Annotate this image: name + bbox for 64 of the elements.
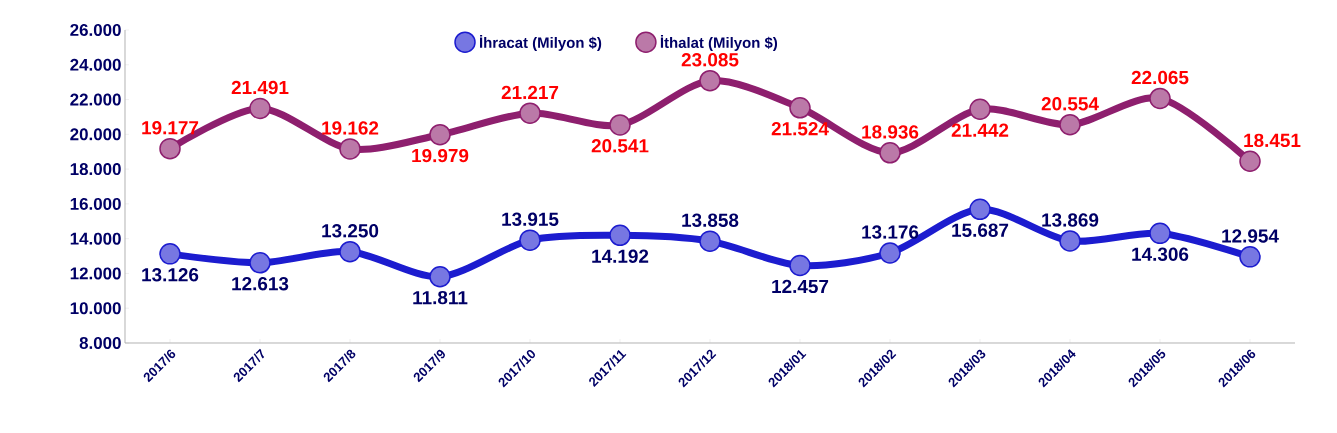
point bbox=[249, 97, 271, 120]
data-label: 19.177 bbox=[142, 121, 199, 135]
point bbox=[789, 254, 811, 277]
legend-label: İhracat (Milyon $) bbox=[480, 35, 602, 51]
point bbox=[1059, 230, 1081, 252]
point bbox=[519, 229, 541, 251]
y-tick-label: 22.000 bbox=[70, 93, 121, 106]
point bbox=[609, 114, 631, 136]
y-tick-label: 20.000 bbox=[70, 128, 121, 141]
data-label: 11.811 bbox=[413, 290, 468, 305]
point bbox=[1059, 113, 1081, 136]
point bbox=[159, 137, 181, 160]
data-label: 21.491 bbox=[231, 80, 289, 95]
point bbox=[429, 265, 451, 288]
data-label: 13.250 bbox=[322, 224, 379, 238]
data-label: 19.162 bbox=[322, 121, 379, 135]
y-tick-label: 24.000 bbox=[70, 58, 121, 71]
data-label: 12.457 bbox=[772, 279, 829, 294]
data-label: 21.217 bbox=[501, 85, 559, 99]
data-label: 13.915 bbox=[502, 212, 559, 226]
data-label: 22.065 bbox=[1131, 70, 1189, 85]
point bbox=[339, 240, 361, 263]
point bbox=[1149, 222, 1171, 245]
point bbox=[699, 230, 721, 252]
point bbox=[1239, 150, 1261, 173]
data-label: 13.858 bbox=[682, 213, 739, 227]
y-tick-label: 10.000 bbox=[70, 302, 121, 315]
data-label: 21.442 bbox=[951, 123, 1009, 137]
point bbox=[879, 142, 901, 164]
point bbox=[429, 123, 451, 146]
data-label: 20.541 bbox=[591, 139, 649, 153]
point bbox=[789, 97, 811, 119]
data-label: 13.176 bbox=[862, 225, 919, 239]
data-label: 19.979 bbox=[412, 148, 469, 163]
point bbox=[1149, 87, 1171, 110]
data-label: 21.524 bbox=[771, 122, 829, 136]
point bbox=[519, 102, 541, 124]
data-label: 12.954 bbox=[1222, 229, 1279, 243]
y-tick-label: 16.000 bbox=[70, 197, 121, 210]
y-tick-label: 18.000 bbox=[70, 163, 121, 176]
data-label: 18.451 bbox=[1244, 133, 1301, 148]
data-label: 18.936 bbox=[862, 125, 919, 139]
legend-label: İthalat (Milyon $) bbox=[660, 35, 778, 51]
y-tick-label: 26.000 bbox=[70, 24, 121, 36]
point bbox=[609, 224, 631, 247]
point bbox=[339, 138, 361, 160]
point bbox=[969, 198, 991, 221]
data-label: 23.085 bbox=[681, 53, 739, 67]
data-label: 15.687 bbox=[952, 223, 1009, 237]
point bbox=[1239, 246, 1261, 268]
data-label: 13.869 bbox=[1042, 213, 1099, 227]
data-label: 13.126 bbox=[142, 268, 199, 282]
point bbox=[879, 242, 901, 264]
y-tick-label: 8.000 bbox=[79, 337, 121, 349]
point bbox=[699, 69, 721, 92]
point bbox=[249, 252, 271, 274]
data-label: 14.192 bbox=[592, 249, 649, 263]
point bbox=[159, 243, 181, 265]
data-label: 20.554 bbox=[1041, 97, 1099, 111]
y-tick-label: 14.000 bbox=[70, 232, 121, 245]
y-tick-label: 12.000 bbox=[70, 267, 121, 280]
data-label: 14.306 bbox=[1132, 247, 1189, 261]
data-label: 12.613 bbox=[232, 276, 289, 291]
point bbox=[969, 98, 991, 120]
